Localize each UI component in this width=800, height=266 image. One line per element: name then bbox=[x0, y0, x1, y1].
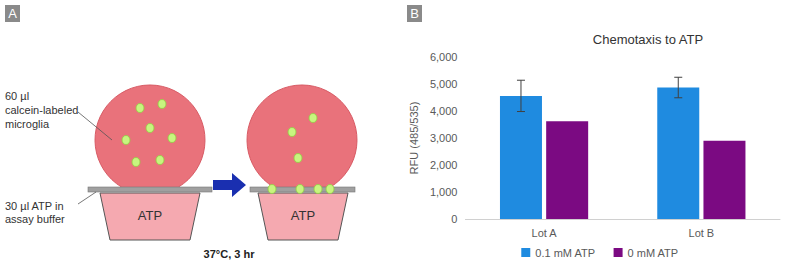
svg-text:5,000: 5,000 bbox=[430, 78, 458, 90]
svg-text:2,000: 2,000 bbox=[430, 159, 458, 171]
svg-text:ATP: ATP bbox=[138, 208, 162, 223]
svg-text:RFU (485/535): RFU (485/535) bbox=[408, 102, 420, 175]
html-text:B: B bbox=[410, 6, 419, 21]
html-text:A: A bbox=[8, 6, 17, 21]
svg-text:ATP: ATP bbox=[291, 208, 315, 223]
svg-text:Lot A: Lot A bbox=[532, 227, 558, 239]
svg-text:calcein-labeled: calcein-labeled bbox=[5, 104, 78, 116]
svg-text:6,000: 6,000 bbox=[430, 51, 458, 63]
svg-text:4,000: 4,000 bbox=[430, 105, 458, 117]
svg-text:30 µl ATP in: 30 µl ATP in bbox=[5, 200, 64, 212]
svg-text:0.1 mM ATP: 0.1 mM ATP bbox=[535, 247, 595, 259]
svg-text:Lot B: Lot B bbox=[689, 227, 715, 239]
svg-text:37°C, 3 hr: 37°C, 3 hr bbox=[204, 248, 256, 260]
svg-text:0 mM ATP: 0 mM ATP bbox=[628, 247, 679, 259]
svg-text:1,000: 1,000 bbox=[430, 186, 458, 198]
svg-text:3,000: 3,000 bbox=[430, 132, 458, 144]
svg-text:60 µl: 60 µl bbox=[5, 90, 29, 102]
svg-text:0: 0 bbox=[451, 213, 457, 225]
svg-text:assay buffer: assay buffer bbox=[5, 213, 65, 225]
svg-text:Chemotaxis to ATP: Chemotaxis to ATP bbox=[593, 32, 703, 47]
svg-text:microglia: microglia bbox=[5, 118, 50, 130]
